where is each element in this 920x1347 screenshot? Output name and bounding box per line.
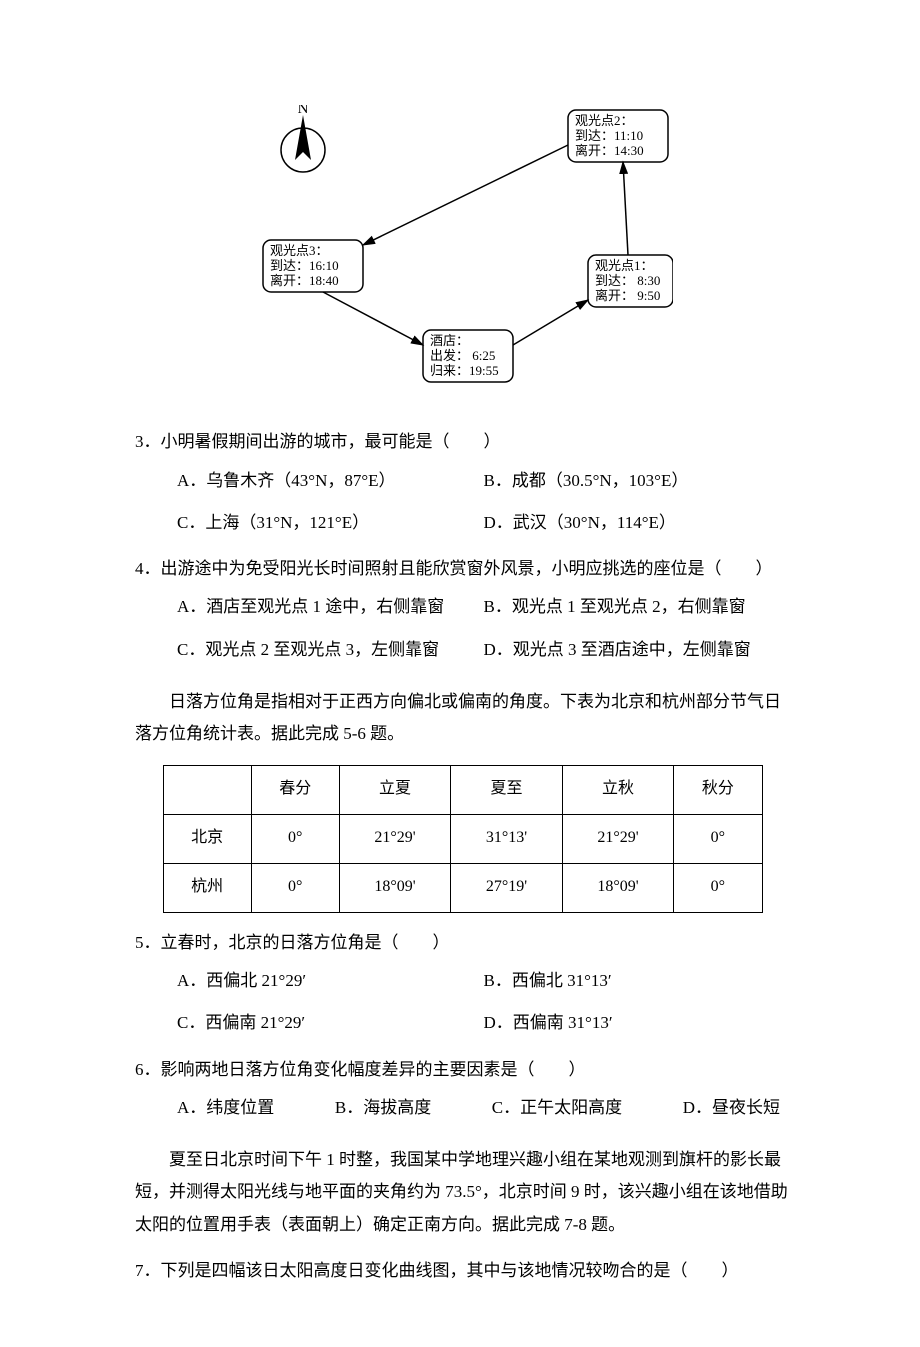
r1c1: 0° bbox=[251, 863, 339, 912]
azimuth-table: 春分 立夏 夏至 立秋 秋分 北京 0° 21°29' 31°13' 21°29… bbox=[163, 765, 763, 913]
p1-arr: 到达： 8:30 bbox=[595, 273, 660, 288]
q3-A: A．乌鲁木齐（43°N，87°E） bbox=[177, 465, 484, 497]
q6-D: D．昼夜长短 bbox=[683, 1092, 780, 1124]
r1c4: 18°09' bbox=[562, 863, 673, 912]
r0c0: 北京 bbox=[163, 814, 251, 863]
q3-C: C．上海（31°N，121°E） bbox=[177, 507, 484, 539]
p2-title: 观光点2： bbox=[575, 113, 634, 128]
q3-D: D．武汉（30°N，114°E） bbox=[484, 507, 791, 539]
r1c5: 0° bbox=[674, 863, 762, 912]
q5-stem: 5．立春时，北京的日落方位角是（ ） bbox=[135, 927, 790, 959]
r0c3: 31°13' bbox=[451, 814, 562, 863]
th-4: 立秋 bbox=[562, 765, 673, 814]
p1-dep: 离开： 9:50 bbox=[595, 288, 660, 303]
r1c2: 18°09' bbox=[339, 863, 450, 912]
p2-arr: 到达：11:10 bbox=[575, 128, 643, 143]
tour-diagram: N 观光点2： 到达：11:10 离开：14:30 观光点3： 到达：16:10… bbox=[253, 105, 673, 406]
q6-stem: 6．影响两地日落方位角变化幅度差异的主要因素是（ ） bbox=[135, 1054, 790, 1086]
compass-n: N bbox=[297, 105, 308, 117]
compass-icon: N bbox=[281, 105, 325, 172]
p1-title: 观光点1： bbox=[595, 258, 654, 273]
th-1: 春分 bbox=[251, 765, 339, 814]
p3-arr: 到达：16:10 bbox=[270, 258, 339, 273]
q6-A: A．纬度位置 bbox=[177, 1092, 274, 1124]
r0c4: 21°29' bbox=[562, 814, 673, 863]
q6-B: B．海拔高度 bbox=[335, 1092, 431, 1124]
q4-D: D．观光点 3 至酒店途中，左侧靠窗 bbox=[484, 634, 791, 666]
q5-A: A．西偏北 21°29′ bbox=[177, 965, 484, 997]
p2-dep: 离开：14:30 bbox=[575, 143, 644, 158]
q5-D: D．西偏南 31°13′ bbox=[484, 1007, 791, 1039]
q7-stem: 7．下列是四幅该日太阳高度日变化曲线图，其中与该地情况较吻合的是（ ） bbox=[135, 1255, 790, 1287]
intro-78: 夏至日北京时间下午 1 时整，我国某中学地理兴趣小组在某地观测到旗杆的影长最短，… bbox=[135, 1144, 790, 1241]
p3-dep: 离开：18:40 bbox=[270, 273, 339, 288]
q5-B: B．西偏北 31°13′ bbox=[484, 965, 791, 997]
q4-A: A．酒店至观光点 1 途中，右侧靠窗 bbox=[177, 591, 484, 623]
q4-B: B．观光点 1 至观光点 2，右侧靠窗 bbox=[484, 591, 791, 623]
intro-56: 日落方位角是指相对于正西方向偏北或偏南的角度。下表为北京和杭州部分节气日落方位角… bbox=[135, 686, 790, 751]
r1c0: 杭州 bbox=[163, 863, 251, 912]
hotel-title: 酒店： bbox=[430, 333, 469, 348]
q5-C: C．西偏南 21°29′ bbox=[177, 1007, 484, 1039]
q3-stem: 3．小明暑假期间出游的城市，最可能是（ ） bbox=[135, 426, 790, 458]
hotel-back: 归来：19:55 bbox=[430, 363, 499, 378]
q4-C: C．观光点 2 至观光点 3，左侧靠窗 bbox=[177, 634, 484, 666]
r0c2: 21°29' bbox=[339, 814, 450, 863]
th-2: 立夏 bbox=[339, 765, 450, 814]
r0c1: 0° bbox=[251, 814, 339, 863]
p3-title: 观光点3： bbox=[270, 243, 329, 258]
th-5: 秋分 bbox=[674, 765, 762, 814]
r1c3: 27°19' bbox=[451, 863, 562, 912]
q6-C: C．正午太阳高度 bbox=[492, 1092, 622, 1124]
th-blank bbox=[163, 765, 251, 814]
th-3: 夏至 bbox=[451, 765, 562, 814]
q3-B: B．成都（30.5°N，103°E） bbox=[484, 465, 791, 497]
q4-stem: 4．出游途中为免受阳光长时间照射且能欣赏窗外风景，小明应挑选的座位是（ ） bbox=[135, 553, 790, 585]
r0c5: 0° bbox=[674, 814, 762, 863]
hotel-out: 出发： 6:25 bbox=[430, 348, 495, 363]
